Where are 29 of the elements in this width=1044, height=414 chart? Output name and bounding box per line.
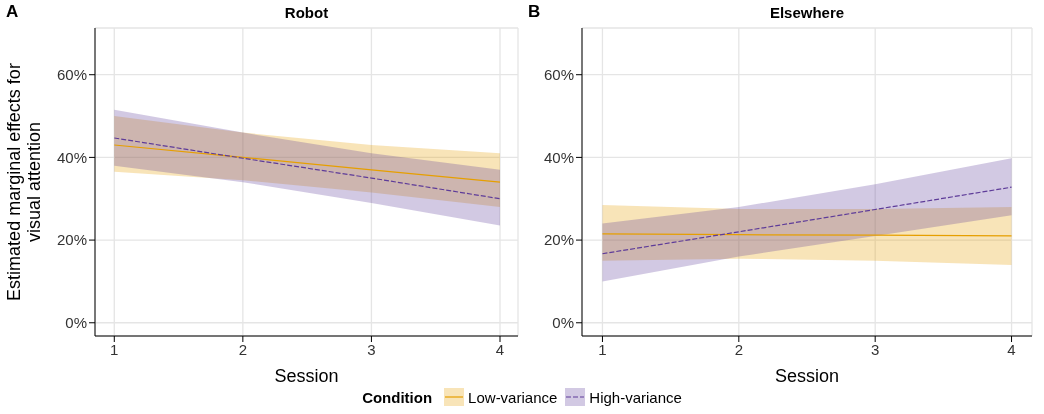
legend-title: Condition <box>362 388 433 406</box>
x-axis-title: Session <box>774 366 840 386</box>
legend-label: Low-variance <box>468 388 558 406</box>
y-axis-title: Estimated marginal effects for visual attention <box>4 63 44 301</box>
y-tick-label: 20% <box>56 231 87 249</box>
line-series <box>601 186 1013 255</box>
text: B <box>528 2 541 22</box>
chart-title: Elsewhere <box>768 4 846 21</box>
y-tick-label: 40% <box>56 148 87 166</box>
y-tick-label: 20% <box>543 231 574 249</box>
x-tick-label: 3 <box>871 340 880 358</box>
y-tick-label: 60% <box>56 66 87 84</box>
y-tick-label: 40% <box>543 148 574 166</box>
line-series <box>113 137 501 200</box>
x-tick-label: 2 <box>734 340 743 358</box>
x-tick-label: 1 <box>110 340 119 358</box>
x-tick-label: 1 <box>598 340 607 358</box>
x-tick-label: 2 <box>238 340 248 358</box>
y-tick-label: 0% <box>552 314 574 332</box>
x-tick-label: 4 <box>1007 340 1016 358</box>
y-tick-label: 60% <box>543 66 574 84</box>
y-tick-label: 0% <box>65 314 87 332</box>
x-axis-title: Session <box>274 366 339 386</box>
x-tick-label: 4 <box>495 340 505 358</box>
chart-title: Robot <box>283 4 330 21</box>
line-series <box>113 144 501 183</box>
text: A <box>6 2 19 22</box>
legend-label: High-variance <box>589 388 682 406</box>
x-tick-label: 3 <box>367 340 376 358</box>
